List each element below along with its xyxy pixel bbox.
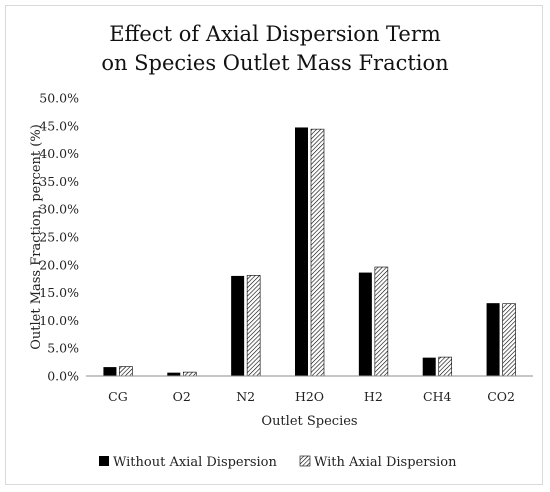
legend-swatch-with — [299, 455, 311, 467]
chart-title-line-2: on Species Outlet Mass Fraction — [101, 51, 449, 75]
bar-with-axial-dispersion — [182, 371, 197, 377]
x-tick-label: CO2 — [487, 389, 515, 404]
bar-without-axial-dispersion — [422, 357, 436, 376]
x-tick-label: O2 — [173, 389, 191, 404]
bar-without-axial-dispersion — [231, 275, 245, 376]
y-tick-label: 50.0% — [39, 91, 79, 106]
x-tick-label: H2 — [364, 389, 383, 404]
bar-without-axial-dispersion — [295, 127, 308, 376]
bar-with-axial-dispersion — [374, 266, 389, 377]
x-tick-label: CH4 — [423, 389, 451, 404]
legend-swatch-without — [99, 456, 109, 466]
y-tick-label: 5.0% — [47, 341, 79, 356]
y-tick-label: 40.0% — [39, 146, 79, 161]
y-tick-label: 45.0% — [39, 118, 79, 133]
y-axis-title: Outlet Mass Fraction, percent (%) — [29, 124, 44, 350]
bar-without-axial-dispersion — [103, 367, 117, 376]
bar-without-axial-dispersion — [486, 303, 500, 376]
x-axis-title: Outlet Species — [261, 414, 357, 429]
legend: Without Axial Dispersion With Axial Disp… — [99, 455, 457, 470]
y-tick-label: 30.0% — [39, 202, 79, 217]
y-tick-label: 15.0% — [39, 285, 79, 300]
x-tick-label: H2O — [295, 389, 324, 404]
bar-with-axial-dispersion — [119, 366, 133, 377]
bar-with-axial-dispersion — [502, 303, 516, 377]
bar-without-axial-dispersion — [358, 272, 372, 376]
y-tick-label: 25.0% — [39, 230, 79, 245]
x-tick-label: N2 — [236, 389, 255, 404]
bar-with-axial-dispersion — [438, 356, 453, 377]
y-tick-label: 10.0% — [39, 313, 79, 328]
bar-with-axial-dispersion — [310, 128, 325, 377]
chart-frame — [5, 5, 543, 485]
x-tick-label: CG — [108, 389, 128, 404]
legend-label-without: Without Axial Dispersion — [113, 455, 277, 470]
chart-title-line-1: Effect of Axial Dispersion Term — [109, 22, 441, 46]
y-tick-label: 20.0% — [39, 257, 79, 272]
bar-with-axial-dispersion — [246, 275, 261, 377]
y-tick-label: 35.0% — [39, 174, 79, 189]
bar-without-axial-dispersion — [167, 372, 181, 376]
y-tick-label: 0.0% — [47, 369, 79, 384]
legend-label-with: With Axial Dispersion — [314, 455, 457, 470]
